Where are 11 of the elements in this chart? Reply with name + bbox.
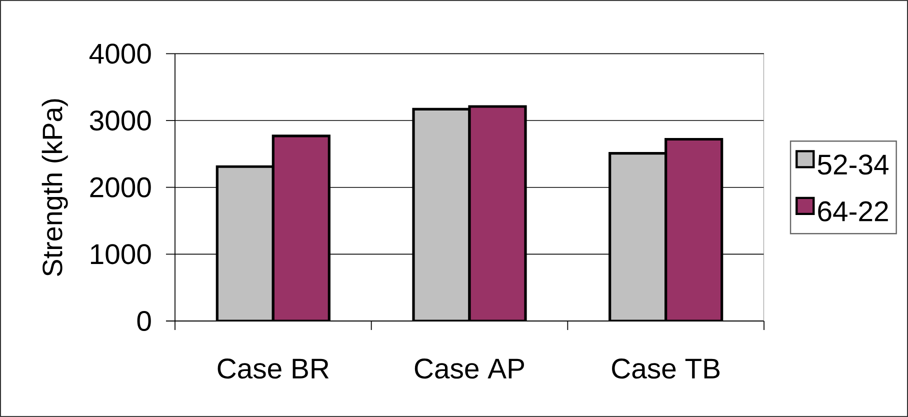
y-axis-title: Strength (kPa) <box>42 99 68 276</box>
y-tick-label: 2000 <box>90 177 151 198</box>
y-tick-label: 4000 <box>89 44 151 64</box>
y-tick-label: 0 <box>137 310 151 332</box>
x-tick-label: Case AP <box>414 358 524 379</box>
x-tick-label: Case TB <box>612 358 720 379</box>
legend-label: 64-22 <box>818 201 888 222</box>
y-tick-label: 3000 <box>90 110 151 131</box>
y-tick-label: 1000 <box>90 244 151 264</box>
x-tick-label: Case BR <box>218 358 329 379</box>
legend-label: 52-34 <box>818 154 888 175</box>
